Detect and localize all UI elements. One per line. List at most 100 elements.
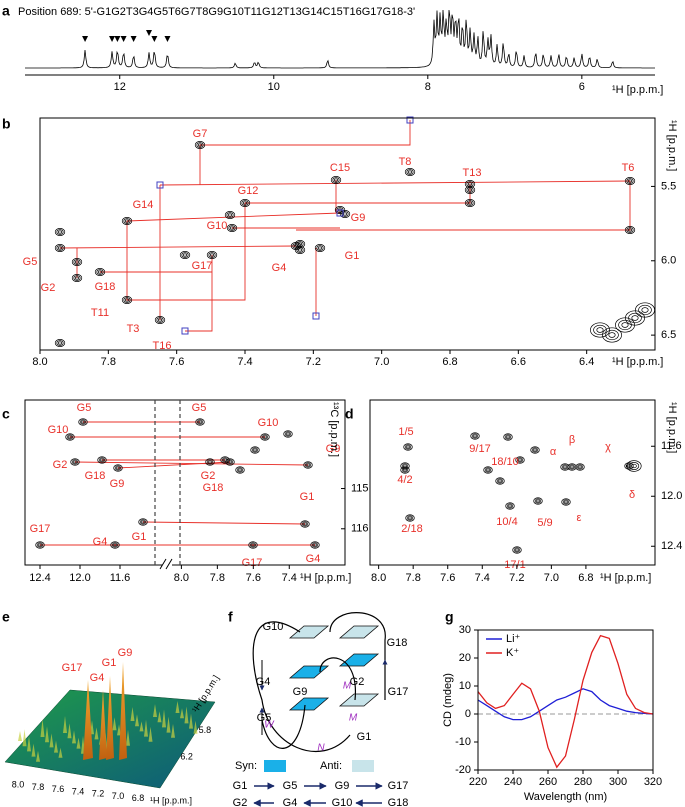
- contour: [534, 498, 542, 504]
- connectivity-line: [126, 203, 246, 301]
- contour: [239, 199, 251, 207]
- tick-label: 240: [504, 776, 522, 788]
- contour: [593, 324, 607, 336]
- contour: [75, 276, 79, 280]
- peak-label: G9: [118, 647, 133, 659]
- contour: [253, 448, 257, 452]
- connectivity-line: [74, 461, 309, 466]
- noise-peak: [45, 726, 49, 743]
- contour: [110, 541, 120, 549]
- contour: [484, 467, 492, 473]
- contour: [403, 468, 407, 472]
- contour: [238, 468, 242, 472]
- contour: [68, 435, 72, 439]
- contour: [466, 187, 474, 193]
- peak-label: G10: [258, 417, 279, 429]
- tick-label: 115: [351, 482, 369, 494]
- contour: [513, 547, 521, 553]
- noise-peak: [171, 723, 175, 738]
- contour: [121, 217, 133, 225]
- peak-label: G5: [77, 402, 92, 414]
- tick-label: 7.6: [169, 356, 184, 368]
- contour: [54, 244, 66, 252]
- connectivity-line: [142, 521, 306, 525]
- panel-letter: e: [2, 609, 10, 625]
- peak-label: G4: [90, 672, 105, 684]
- tick-label: 11.6: [110, 572, 131, 584]
- contour: [400, 466, 410, 474]
- axis-title: ¹³C [p.p.m.]: [328, 402, 340, 457]
- contour: [73, 259, 81, 265]
- contour: [66, 434, 74, 440]
- peak-label: G1: [300, 491, 315, 503]
- contour: [628, 462, 640, 470]
- contour: [533, 448, 537, 452]
- cd-curve: [477, 688, 654, 721]
- contour: [56, 229, 64, 235]
- noise-peak: [175, 701, 180, 713]
- contour: [111, 542, 119, 548]
- contour: [406, 445, 410, 449]
- legend-label: Syn:: [235, 760, 257, 772]
- tick-label: 7.0: [374, 356, 389, 368]
- peak-label: G10: [207, 220, 228, 232]
- noise-peak: [189, 713, 193, 729]
- legend-label: K⁺: [506, 647, 519, 659]
- contour: [562, 499, 570, 505]
- contour: [81, 420, 85, 424]
- noise-peak: [135, 714, 139, 727]
- contour: [404, 168, 416, 176]
- tick-label: 6.5: [661, 329, 676, 341]
- contour: [496, 478, 504, 484]
- tick-label: 6.2: [180, 752, 193, 762]
- panel-letter: d: [345, 406, 354, 422]
- contour: [339, 210, 351, 218]
- tick-label: 12.0: [69, 572, 90, 584]
- contour: [286, 432, 290, 436]
- peak-label: G7: [193, 128, 208, 140]
- contour: [208, 252, 216, 258]
- contour: [330, 176, 342, 184]
- contour: [194, 141, 206, 149]
- contour: [631, 463, 637, 469]
- noise-peak: [94, 727, 99, 740]
- contour: [483, 466, 493, 474]
- contour: [570, 465, 574, 469]
- contour: [198, 420, 202, 424]
- peak-label: 10/4: [496, 516, 517, 528]
- peak-label: G1: [102, 657, 117, 669]
- contour: [56, 245, 64, 251]
- connectivity-line: [200, 120, 411, 146]
- tick-label: 300: [609, 776, 627, 788]
- peak-label: T11: [91, 307, 109, 319]
- contour: [294, 240, 306, 248]
- sequence-label: G17: [388, 780, 409, 792]
- contour: [466, 200, 474, 206]
- imino-marker: [109, 36, 116, 42]
- connectivity-line: [126, 212, 341, 222]
- noise-peak: [40, 719, 45, 737]
- axis-title: ¹H [p.p.m.]: [300, 572, 351, 584]
- noise-peak: [139, 721, 144, 732]
- peak-label: 2/18: [401, 523, 422, 535]
- g-quartet-plate: [338, 625, 380, 639]
- noise-peak: [76, 737, 81, 749]
- contour: [228, 225, 236, 231]
- backbone-loop: [261, 704, 306, 749]
- tick-label: 12: [114, 81, 126, 93]
- contour: [343, 212, 347, 216]
- peak-label: G9: [351, 212, 366, 224]
- contour: [123, 297, 131, 303]
- contour: [406, 169, 414, 175]
- noise-peak: [130, 707, 135, 721]
- contour: [225, 458, 235, 466]
- contour: [626, 227, 634, 233]
- spectrum: [25, 9, 655, 69]
- panel-letter: b: [2, 116, 11, 132]
- contour: [464, 186, 476, 194]
- assignment-box: [181, 327, 189, 335]
- contour: [198, 143, 202, 147]
- contour: [596, 327, 604, 333]
- contour: [54, 339, 66, 347]
- contour: [624, 462, 634, 470]
